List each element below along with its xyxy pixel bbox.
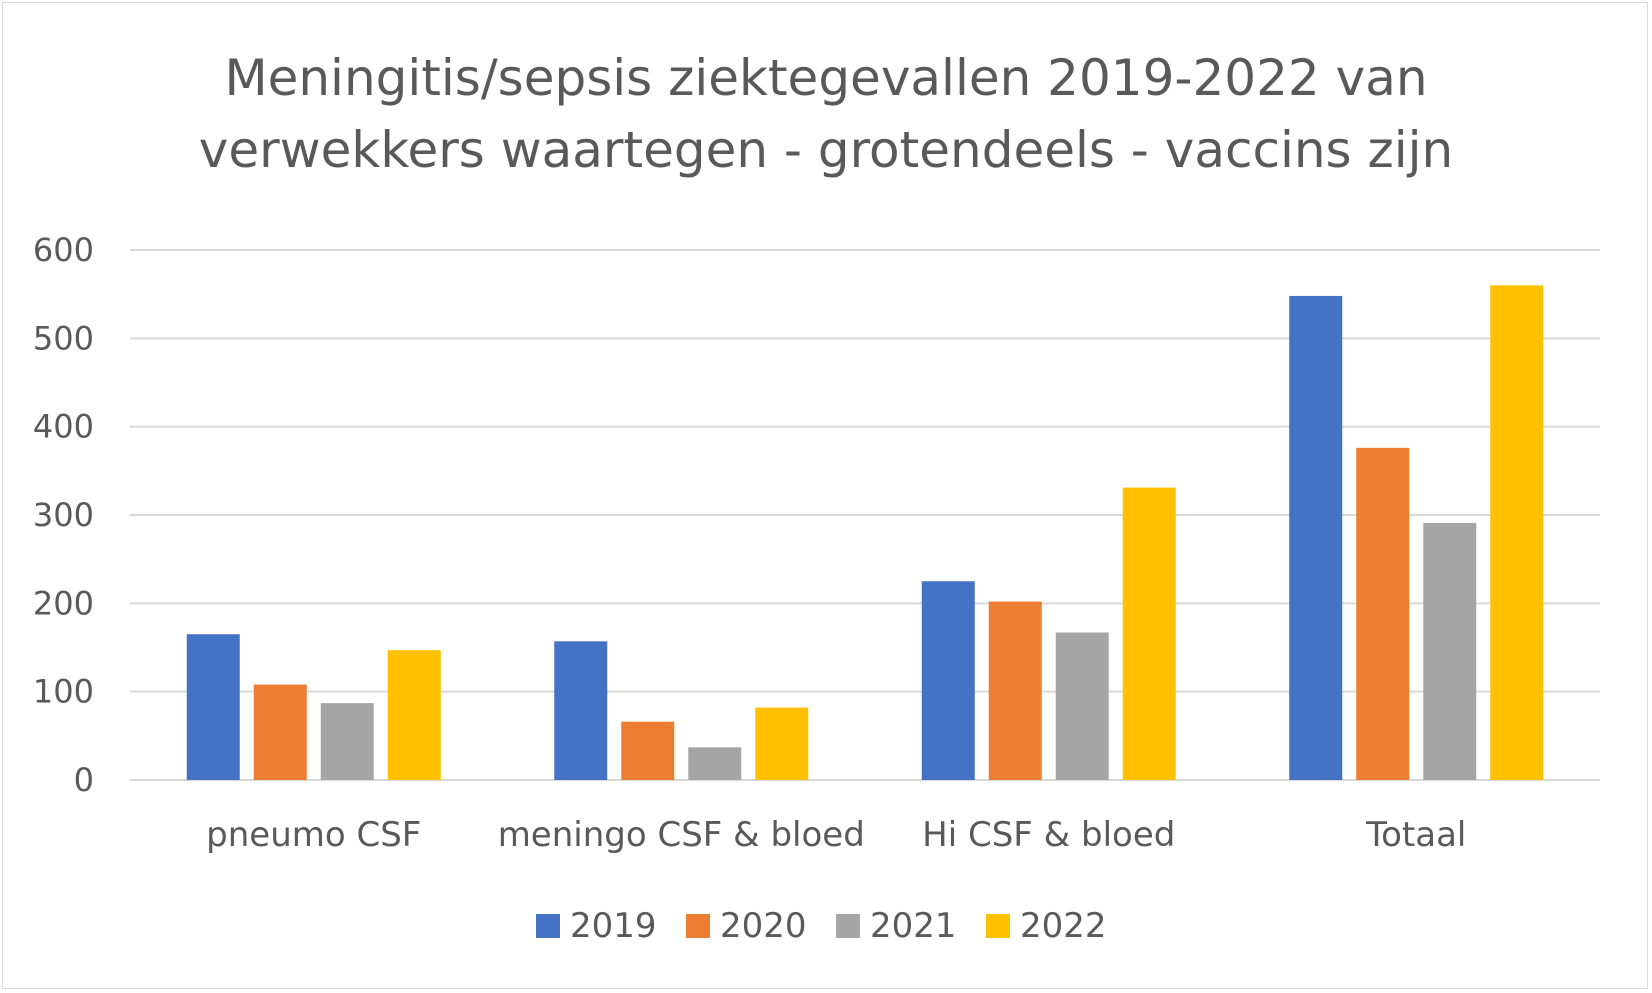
y-tick-label: 300 <box>33 496 94 534</box>
legend: 2019 2020 2021 2022 <box>536 906 1107 946</box>
y-tick-label: 600 <box>33 231 94 269</box>
bar-2021-2 <box>1055 632 1109 780</box>
legend-swatch-2019 <box>536 914 560 938</box>
bar-2022-3 <box>1490 285 1544 780</box>
chart-title-line-2: verwekkers waartegen - grotendeels - vac… <box>198 121 1454 179</box>
bar-2021-0 <box>320 703 374 780</box>
y-tick-label: 100 <box>33 673 94 711</box>
x-axis-categories: pneumo CSF meningo CSF & bloed Hi CSF & bl… <box>206 815 1466 855</box>
bar-2019-0 <box>186 634 240 780</box>
legend-label: 2020 <box>720 906 807 946</box>
bar-2019-2 <box>921 581 975 780</box>
legend-swatch-2022 <box>986 914 1010 938</box>
y-axis-ticks: 0 100 200 300 400 500 600 <box>33 231 94 799</box>
bar-2021-3 <box>1423 522 1477 780</box>
legend-swatch-2020 <box>686 914 710 938</box>
bar-2019-1 <box>554 641 608 780</box>
bar-2022-1 <box>755 707 809 780</box>
x-category-label: Hi CSF & bloed <box>922 815 1175 855</box>
chart-title: Meningitis/sepsis ziektegevallen 2019-20… <box>0 42 1652 186</box>
bar-2022-0 <box>387 650 441 780</box>
y-tick-label: 0 <box>74 761 94 799</box>
bar-2020-2 <box>988 601 1042 780</box>
bars <box>186 285 1544 780</box>
legend-label: 2022 <box>1020 906 1107 946</box>
bar-2020-0 <box>253 684 307 780</box>
gridlines <box>130 249 1600 781</box>
legend-label: 2019 <box>570 906 657 946</box>
legend-label: 2021 <box>870 906 957 946</box>
legend-swatch-2021 <box>836 914 860 938</box>
bar-2020-1 <box>621 721 675 780</box>
x-category-label: Totaal <box>1365 815 1466 855</box>
x-category-label: pneumo CSF <box>206 815 421 855</box>
bar-2022-2 <box>1122 487 1176 780</box>
y-tick-label: 500 <box>33 319 94 357</box>
bar-2020-3 <box>1356 447 1410 780</box>
y-tick-label: 400 <box>33 408 94 446</box>
y-tick-label: 200 <box>33 584 94 622</box>
chart-title-line-1: Meningitis/sepsis ziektegevallen 2019-20… <box>224 49 1428 107</box>
x-category-label: meningo CSF & bloed <box>498 815 865 855</box>
bar-2019-3 <box>1289 295 1343 780</box>
bar-2021-1 <box>688 747 742 780</box>
